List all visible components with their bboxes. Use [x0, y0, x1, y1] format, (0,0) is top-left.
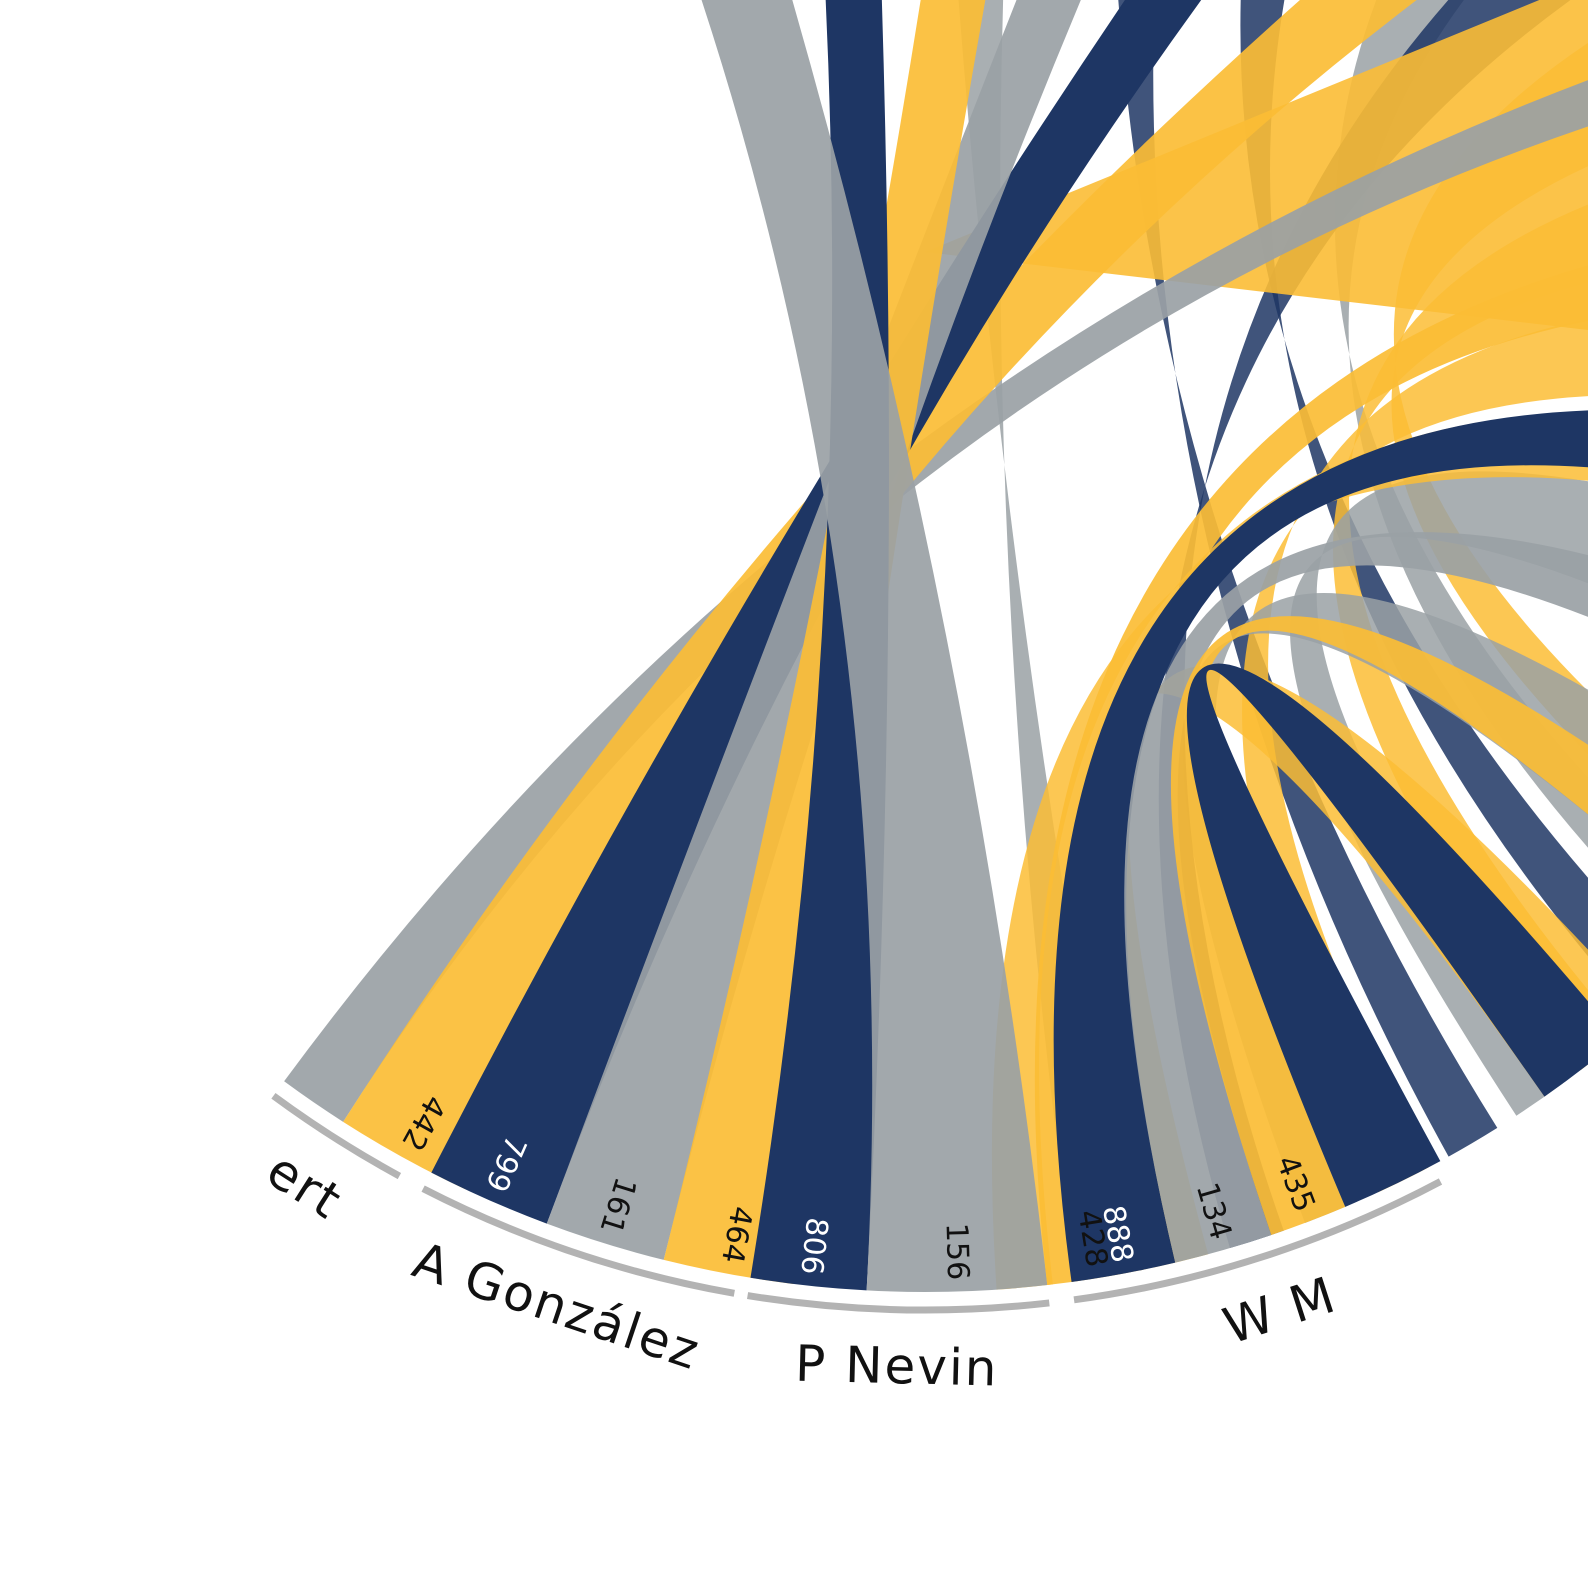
ribbons — [284, 0, 1588, 1292]
group-arc — [421, 1185, 735, 1297]
value-label: 156 — [939, 1222, 976, 1280]
ribbon-navy — [1186, 663, 1588, 1207]
group-arc — [1073, 1178, 1443, 1304]
group-arcs — [271, 1092, 1443, 1314]
group-label: W M — [1216, 1265, 1343, 1355]
group-label: ert — [257, 1141, 353, 1231]
ribbon-navy — [1053, 410, 1588, 1283]
ribbon-gold — [1170, 616, 1588, 1235]
group-arc — [271, 1092, 402, 1180]
background-ribbon — [1158, 0, 1571, 1249]
ribbon-grey — [1124, 532, 1588, 1263]
ribbon-grey — [701, 0, 1048, 1292]
background-ribbon — [1240, 0, 1588, 957]
group-label: P Nevin — [794, 1335, 999, 1398]
group-arc — [746, 1292, 1050, 1314]
value-label: 806 — [793, 1216, 834, 1277]
